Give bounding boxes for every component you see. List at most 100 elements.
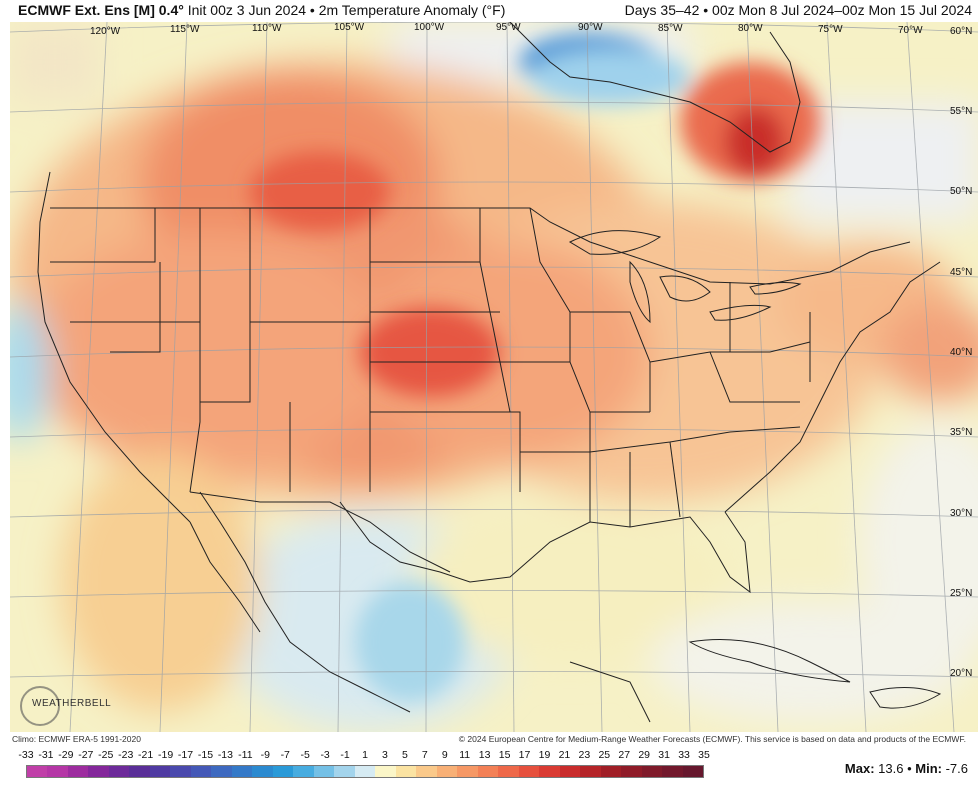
legend-tick-label: -33: [18, 749, 34, 761]
legend-tick-label: 35: [698, 749, 710, 761]
legend-tick-label: -19: [157, 749, 174, 761]
legend-swatch: [190, 766, 212, 777]
legend-swatch: [231, 766, 253, 777]
legend-tick-label: 11: [459, 749, 471, 761]
legend-tick-label: 3: [382, 749, 388, 761]
max-value: 13.6: [878, 761, 904, 776]
climo-note: Climo: ECMWF ERA-5 1991-2020: [12, 734, 141, 744]
legend-swatch: [477, 766, 499, 777]
legend-swatch: [313, 766, 335, 777]
legend-tick-label: 1: [362, 749, 368, 761]
map-canvas: 120°W 115°W 110°W 105°W 100°W 95°W 90°W …: [10, 22, 978, 732]
legend-swatch: [170, 766, 191, 777]
anomaly-peaks: [250, 34, 820, 702]
valid-period: Days 35–42 • 00z Mon 8 Jul 2024–00z Mon …: [624, 2, 972, 18]
lat-label: 45°N: [950, 267, 972, 278]
legend-swatch: [354, 766, 376, 777]
legend-tick-label: -1: [340, 749, 350, 761]
legend-tick-label: 21: [558, 749, 571, 761]
lon-label: 120°W: [90, 26, 121, 37]
legend-swatch: [129, 766, 150, 777]
lon-label: 105°W: [334, 22, 365, 33]
lon-label: 80°W: [738, 23, 763, 34]
legend-swatch: [518, 766, 540, 777]
legend-tick-label: 7: [421, 749, 428, 761]
lon-label: 90°W: [578, 22, 603, 33]
legend-swatch: [108, 766, 130, 777]
legend-tick-label: -23: [118, 749, 134, 761]
legend-tick-label: 23: [578, 749, 591, 761]
legend-colorbar: [26, 765, 704, 778]
weatherbell-logo: WEATHERBELL: [20, 686, 120, 726]
lat-label: 40°N: [950, 347, 972, 358]
latitude-labels: 60°N 55°N 50°N 45°N 40°N 35°N 30°N 25°N …: [950, 26, 972, 679]
legend-tick-label: -29: [58, 749, 74, 761]
legend-swatch: [293, 766, 314, 777]
legend-swatch: [641, 766, 663, 777]
legend-swatch: [211, 766, 232, 777]
legend-swatch: [436, 766, 458, 777]
legend-tick-label: 31: [658, 749, 670, 761]
header-bar: ECMWF Ext. Ens [M] 0.4° Init 00z 3 Jun 2…: [0, 0, 980, 22]
legend-tick-label: 27: [618, 749, 631, 761]
legend-swatch: [416, 766, 437, 777]
legend-tick-label: -11: [238, 749, 253, 761]
init-info: Init 00z 3 Jun 2024 • 2m Temperature Ano…: [187, 2, 506, 18]
lon-label: 70°W: [898, 25, 923, 36]
lat-label: 30°N: [950, 508, 972, 519]
lon-label: 115°W: [170, 24, 200, 35]
lon-label: 100°W: [414, 22, 445, 33]
legend-tick-label: -25: [98, 749, 114, 761]
lat-label: 25°N: [950, 588, 972, 599]
legend-swatch: [334, 766, 355, 777]
legend-tick-label: 25: [598, 749, 611, 761]
legend-swatch: [47, 766, 68, 777]
lon-label: 95°W: [496, 22, 521, 33]
legend-swatch: [539, 766, 560, 777]
lat-label: 35°N: [950, 427, 972, 438]
legend-tick-label: 13: [478, 749, 491, 761]
lon-label: 110°W: [252, 23, 282, 34]
legend-tick-label: -5: [300, 749, 310, 761]
color-legend: -33 -31 -29 -27 -25 -23 -21 -19 -17 -1 5 -13 -11 -9 -7…: [0, 746, 980, 786]
legend-tick-label: 33: [678, 749, 690, 761]
lon-label: 75°W: [818, 24, 843, 35]
legend-tick-label: -17: [177, 749, 194, 761]
lat-label: 55°N: [950, 106, 972, 117]
lat-label: 60°N: [950, 26, 972, 37]
max-label: Max:: [844, 761, 875, 776]
logo-ring-icon: [20, 686, 60, 726]
min-label: Min:: [915, 761, 942, 776]
legend-swatch: [27, 766, 48, 777]
legend-ticks: -33 -31 -29 -27 -25 -23 -21 -19 -17 -1 5 -13 -11 -9 -7…: [18, 749, 718, 763]
legend-swatch: [580, 766, 601, 777]
anomaly-map[interactable]: 120°W 115°W 110°W 105°W 100°W 95°W 90°W …: [10, 22, 978, 732]
legend-tick-label: 29: [638, 749, 651, 761]
legend-tick-label: -9: [260, 749, 270, 761]
legend-swatch: [600, 766, 622, 777]
legend-swatch: [682, 766, 703, 777]
legend-swatch: [395, 766, 417, 777]
legend-swatch: [67, 766, 89, 777]
legend-swatch: [149, 766, 171, 777]
legend-tick-label: 19: [538, 749, 551, 761]
boundaries: [37, 22, 942, 723]
longitude-labels: 120°W 115°W 110°W 105°W 100°W 95°W 90°W …: [90, 22, 923, 37]
legend-tick-label: -21: [138, 749, 154, 761]
legend-tick-label: 15: [498, 749, 511, 761]
map-title: ECMWF Ext. Ens [M] 0.4° Init 00z 3 Jun 2…: [18, 2, 505, 18]
legend-tick-label: -31: [38, 749, 54, 761]
legend-tick-label: -7: [280, 749, 290, 761]
lat-label: 50°N: [950, 186, 972, 197]
legend-tick-label: -27: [78, 749, 94, 761]
legend-tick-label: -13: [217, 749, 233, 761]
legend-swatch: [252, 766, 273, 777]
legend-swatch: [88, 766, 109, 777]
legend-swatch: [621, 766, 642, 777]
min-value: -7.6: [945, 761, 968, 776]
legend-swatch: [559, 766, 581, 777]
legend-tick-label: 5: [401, 749, 408, 761]
anomaly-shading: [10, 22, 978, 732]
legend-swatch: [498, 766, 519, 777]
copyright-note: © 2024 European Centre for Medium-Range …: [458, 734, 966, 744]
